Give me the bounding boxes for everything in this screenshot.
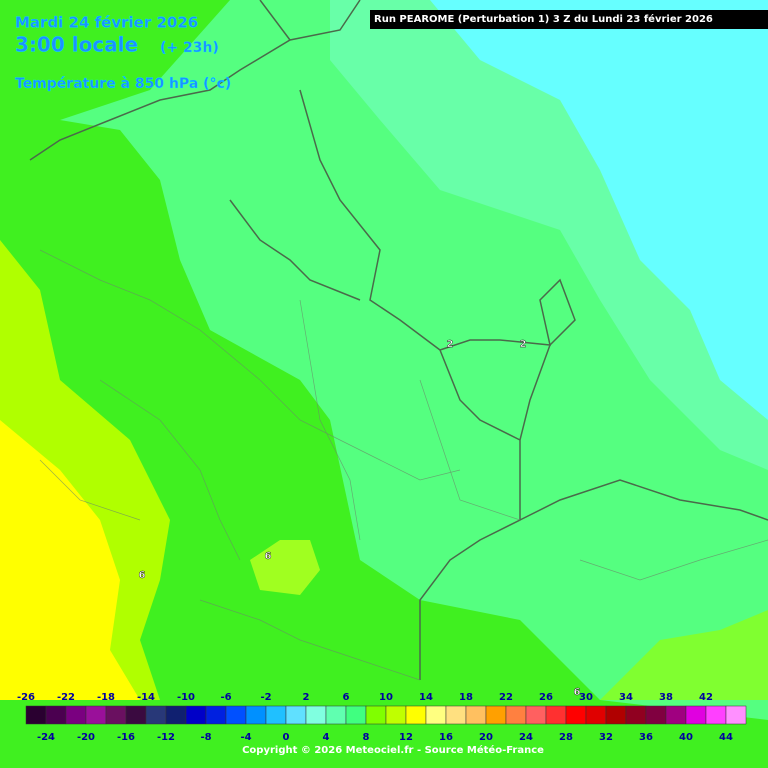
legend-tick-label: -22 bbox=[57, 692, 75, 703]
legend-swatch bbox=[245, 705, 267, 725]
legend-swatch bbox=[585, 705, 607, 725]
legend-swatch bbox=[545, 705, 567, 725]
legend-tick-label: 24 bbox=[519, 732, 533, 743]
legend-swatch bbox=[645, 705, 667, 725]
legend-tick-label: -10 bbox=[177, 692, 195, 703]
legend-swatch bbox=[65, 705, 87, 725]
field-6-patch bbox=[250, 540, 320, 595]
legend-tick-label: -12 bbox=[157, 732, 175, 743]
contour-label: 2 bbox=[520, 339, 527, 350]
legend-swatch bbox=[45, 705, 67, 725]
legend-swatch bbox=[425, 705, 447, 725]
copyright: Copyright © 2026 Meteociel.fr - Source M… bbox=[242, 744, 544, 756]
legend-tick-label: -26 bbox=[17, 692, 35, 703]
legend-swatch bbox=[465, 705, 487, 725]
legend-tick-label: 18 bbox=[459, 692, 473, 703]
run-box bbox=[370, 10, 768, 29]
legend-tick-label: -2 bbox=[260, 692, 271, 703]
legend-swatch bbox=[25, 705, 47, 725]
region-border bbox=[39, 249, 768, 681]
legend-tick-label: 14 bbox=[419, 692, 433, 703]
legend-swatch bbox=[445, 705, 467, 725]
legend-swatch bbox=[685, 705, 707, 725]
legend-swatch bbox=[505, 705, 527, 725]
legend-swatch bbox=[525, 705, 547, 725]
legend-swatch bbox=[385, 705, 407, 725]
legend-swatch bbox=[485, 705, 507, 725]
legend-swatch bbox=[305, 705, 327, 725]
legend-tick-label: -8 bbox=[200, 732, 211, 743]
field-0 bbox=[430, 0, 768, 420]
legend-swatch bbox=[565, 705, 587, 725]
legend-tick-label: 44 bbox=[719, 732, 733, 743]
legend-tick-label: 38 bbox=[659, 692, 673, 703]
legend-tick-label: -4 bbox=[240, 732, 251, 743]
legend-tick-label: 32 bbox=[599, 732, 613, 743]
legend-tick-label: 26 bbox=[539, 692, 553, 703]
legend-swatch bbox=[705, 705, 727, 725]
legend-tick-label: -16 bbox=[117, 732, 135, 743]
legend-tick-label: 40 bbox=[679, 732, 693, 743]
legend-tick-label: 6 bbox=[343, 692, 350, 703]
legend-swatch bbox=[165, 705, 187, 725]
legend-swatch bbox=[725, 705, 747, 725]
legend-tick-label: 30 bbox=[579, 692, 593, 703]
legend-swatch bbox=[285, 705, 307, 725]
legend-tick-label: -18 bbox=[97, 692, 115, 703]
legend-tick-label: 28 bbox=[559, 732, 573, 743]
legend-swatch bbox=[365, 705, 387, 725]
legend-tick-label: 0 bbox=[283, 732, 290, 743]
legend-tick-label: 36 bbox=[639, 732, 653, 743]
legend-swatch bbox=[605, 705, 627, 725]
legend-swatch bbox=[105, 705, 127, 725]
forecast-time: 3:00 locale bbox=[15, 33, 138, 57]
legend-tick-label: 20 bbox=[479, 732, 493, 743]
legend-swatch bbox=[145, 705, 167, 725]
forecast-lead: (+ 23h) bbox=[160, 40, 219, 56]
legend-tick-label: 42 bbox=[699, 692, 713, 703]
legend-swatch bbox=[405, 705, 427, 725]
legend-tick-label: -20 bbox=[77, 732, 95, 743]
field-6-patch bbox=[600, 610, 768, 700]
legend-swatch bbox=[185, 705, 207, 725]
legend-tick-label: 34 bbox=[619, 692, 633, 703]
legend-swatch bbox=[325, 705, 347, 725]
legend-swatch bbox=[225, 705, 247, 725]
country-border bbox=[29, 0, 768, 680]
contour-label: 6 bbox=[139, 570, 146, 581]
legend-tick-label: 10 bbox=[379, 692, 393, 703]
legend-swatch bbox=[205, 705, 227, 725]
field-title: Température à 850 hPa (°c) bbox=[15, 76, 231, 92]
contour-label: 6 bbox=[574, 687, 581, 698]
legend-swatch bbox=[85, 705, 107, 725]
legend-tick-label: 12 bbox=[399, 732, 413, 743]
contour-label: 2 bbox=[447, 339, 454, 350]
run-info: Run PEAROME (Perturbation 1) 3 Z du Lund… bbox=[374, 13, 713, 25]
legend-tick-label: 4 bbox=[323, 732, 330, 743]
legend-tick-label: 2 bbox=[303, 692, 310, 703]
legend-tick-label: -6 bbox=[220, 692, 231, 703]
legend-tick-label: -24 bbox=[37, 732, 55, 743]
legend-tick-label: 16 bbox=[439, 732, 453, 743]
legend-tick-label: 8 bbox=[363, 732, 370, 743]
legend-tick-label: 22 bbox=[499, 692, 513, 703]
legend-swatch bbox=[345, 705, 367, 725]
legend-swatch bbox=[665, 705, 687, 725]
forecast-date: Mardi 24 février 2026 bbox=[15, 14, 198, 32]
legend-tick-label: -14 bbox=[137, 692, 155, 703]
legend-swatch bbox=[265, 705, 287, 725]
field-10 bbox=[0, 420, 140, 700]
legend-swatch bbox=[625, 705, 647, 725]
contour-label: 6 bbox=[265, 551, 272, 562]
legend-swatch bbox=[125, 705, 147, 725]
